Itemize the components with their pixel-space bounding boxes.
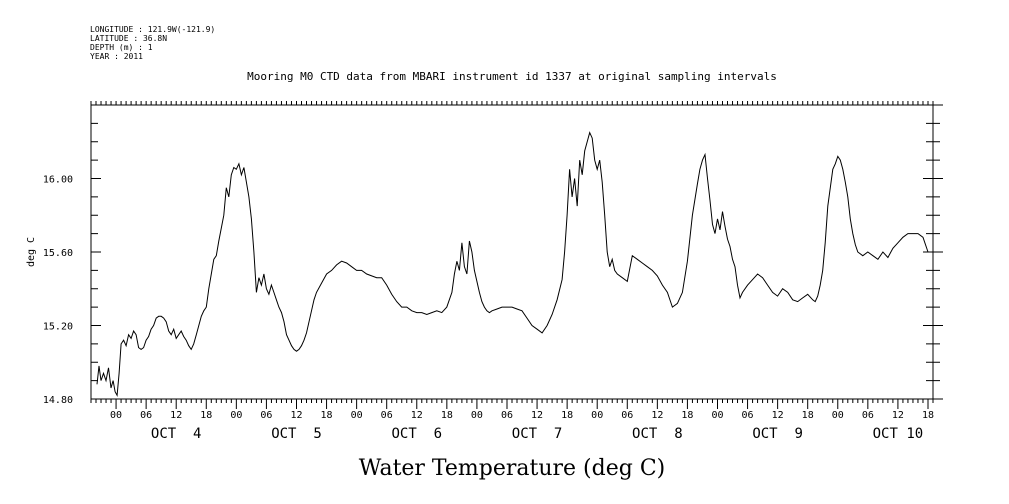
x-axis-label: Water Temperature (deg C)	[359, 456, 666, 481]
x-hour-tick-label: 06	[862, 410, 874, 421]
x-hour-tick-label: 18	[922, 410, 934, 421]
x-hour-tick-label: 06	[742, 410, 754, 421]
year-label: YEAR : 2011	[90, 52, 143, 61]
x-hour-tick-label: 12	[892, 410, 904, 421]
x-hour-tick-label: 06	[140, 410, 152, 421]
x-hour-tick-label: 12	[531, 410, 543, 421]
x-hour-tick-label: 12	[772, 410, 784, 421]
x-hour-tick-label: 00	[711, 410, 723, 421]
x-day-label: OCT 8	[632, 426, 683, 442]
x-day-labels: OCT 4 OCT 5 OCT 6 OCT 7 OCT 8 OCT 9 OCT 10	[151, 426, 923, 442]
x-day-label: OCT 9	[752, 426, 803, 442]
x-hour-tick-label: 06	[260, 410, 272, 421]
x-hour-tick-label: 12	[290, 410, 302, 421]
x-day-label: OCT 10	[873, 426, 924, 442]
longitude-label: LONGITUDE : 121.9W(-121.9)	[90, 25, 215, 34]
x-hour-tick-label: 18	[321, 410, 333, 421]
x-hour-tick-label: 12	[651, 410, 663, 421]
chart-title: Mooring M0 CTD data from MBARI instrumen…	[247, 70, 777, 83]
x-hour-tick-label: 18	[681, 410, 693, 421]
y-tick-label: 15.60	[43, 248, 73, 259]
x-hour-tick-label: 18	[561, 410, 573, 421]
x-hour-tick-label: 18	[200, 410, 212, 421]
x-hour-tick-label: 00	[230, 410, 242, 421]
x-hour-tick-label: 06	[621, 410, 633, 421]
y-tick-label: 15.20	[43, 322, 73, 333]
x-hour-tick-label: 18	[441, 410, 453, 421]
x-day-label: OCT 6	[391, 426, 442, 442]
x-hour-tick-label: 00	[832, 410, 844, 421]
x-hour-tick-label: 00	[110, 410, 122, 421]
x-hour-tick-label: 12	[170, 410, 182, 421]
y-tick-label: 14.80	[43, 395, 73, 406]
latitude-label: LATITUDE : 36.8N	[90, 34, 167, 43]
x-day-label: OCT 5	[271, 426, 322, 442]
x-hour-tick-label: 06	[381, 410, 393, 421]
x-hour-tick-label: 18	[802, 410, 814, 421]
water-temperature-series-line	[96, 131, 929, 397]
depth-label: DEPTH (m) : 1	[90, 43, 153, 52]
x-hour-tick-label: 00	[591, 410, 603, 421]
x-hour-tick-label: 00	[351, 410, 363, 421]
tick-marks	[90, 101, 943, 409]
x-hour-tick-label: 00	[471, 410, 483, 421]
x-hour-tick-label: 12	[411, 410, 423, 421]
x-hour-labels: 00 06 12 18 00 06 12 18 00 06 12 18 00 06 12 18 00 06 12 18…	[110, 410, 934, 421]
y-tick-labels: 14.80 15.20 15.60 16.00	[43, 175, 73, 407]
x-day-label: OCT 7	[512, 426, 563, 442]
y-tick-label: 16.00	[43, 175, 73, 186]
y-axis-label: deg C	[26, 237, 37, 267]
x-day-label: OCT 4	[151, 426, 202, 442]
x-hour-tick-label: 06	[501, 410, 513, 421]
